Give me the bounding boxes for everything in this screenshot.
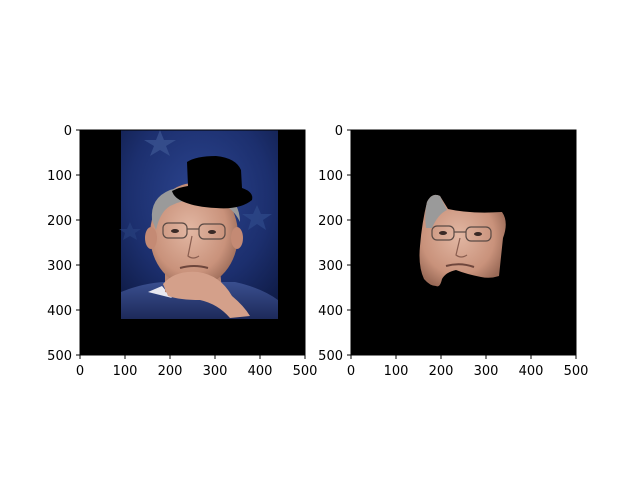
left-y-tick-label: 500 <box>47 349 72 364</box>
right-y-tick-label: 400 <box>318 304 343 319</box>
mask-patch <box>172 156 253 209</box>
mouth <box>179 265 209 269</box>
left-y-tick-label: 100 <box>47 169 72 184</box>
left-y-tick-label: 300 <box>47 259 72 274</box>
eye <box>439 231 447 235</box>
left-image <box>119 130 278 319</box>
glasses <box>162 222 226 240</box>
background-star <box>144 130 176 156</box>
right-axes-frame <box>350 129 577 356</box>
face <box>150 183 238 287</box>
eye <box>171 229 179 233</box>
face-segment <box>419 194 506 287</box>
left-y-tick-label: 400 <box>47 304 72 319</box>
background-star <box>242 205 272 230</box>
left-y-tick-label: 200 <box>47 214 72 229</box>
shirt-collar <box>148 286 172 298</box>
right-y-tick-label: 0 <box>335 124 343 139</box>
mouth <box>445 263 475 268</box>
eye <box>474 232 482 236</box>
right-x-tick-label: 100 <box>384 364 409 379</box>
left-axes <box>76 129 306 359</box>
left-y-tick-label: 0 <box>64 124 72 139</box>
left-x-tick-label: 400 <box>248 364 273 379</box>
eye <box>208 230 216 234</box>
left-axes-frame <box>79 129 306 356</box>
left-x-tick-label: 200 <box>158 364 183 379</box>
background-star <box>119 222 141 240</box>
right-x-tick-label: 500 <box>564 364 589 379</box>
right-x-tick-label: 300 <box>474 364 499 379</box>
ear <box>231 227 243 249</box>
right-y-tick-label: 100 <box>318 169 343 184</box>
nose <box>455 237 468 258</box>
left-x-tick-label: 300 <box>203 364 228 379</box>
right-x-tick-label: 200 <box>429 364 454 379</box>
left-x-tick-label: 100 <box>113 364 138 379</box>
right-image <box>419 194 506 287</box>
left-ticks <box>76 129 306 359</box>
left-x-tick-label: 500 <box>293 364 318 379</box>
left-x-tick-label: 0 <box>76 364 84 379</box>
right-y-tick-label: 300 <box>318 259 343 274</box>
right-x-tick-label: 0 <box>347 364 355 379</box>
glasses <box>431 225 492 242</box>
right-y-tick-label: 200 <box>318 214 343 229</box>
nose <box>187 235 200 259</box>
segment-hair <box>425 194 447 228</box>
right-axes <box>347 129 577 359</box>
ear <box>145 227 157 249</box>
hand <box>163 271 250 318</box>
right-x-tick-label: 400 <box>519 364 544 379</box>
right-ticks <box>347 129 577 359</box>
right-y-tick-label: 500 <box>318 349 343 364</box>
